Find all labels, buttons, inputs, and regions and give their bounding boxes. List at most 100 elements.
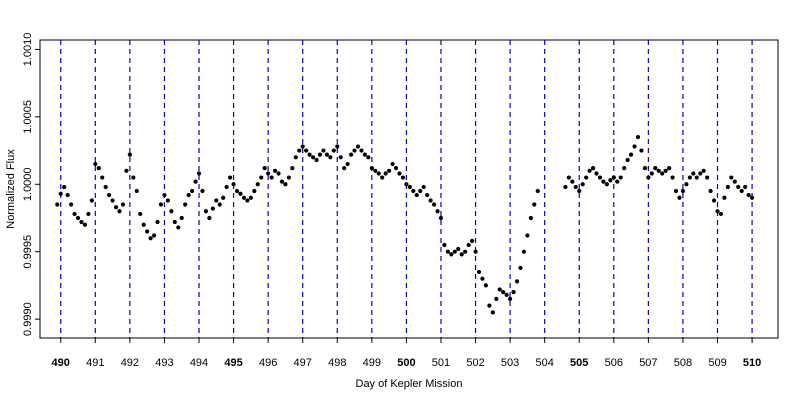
y-tick-label: 0.9995 xyxy=(22,235,34,269)
data-point xyxy=(72,211,77,217)
data-point xyxy=(494,296,499,301)
plot-frame xyxy=(39,39,779,339)
data-point xyxy=(442,242,447,248)
data-point xyxy=(148,236,153,241)
data-point xyxy=(677,195,682,200)
x-tick-label: 500 xyxy=(397,357,415,369)
data-point xyxy=(252,188,257,194)
data-point xyxy=(705,175,710,180)
data-point xyxy=(69,202,74,207)
data-point xyxy=(176,225,181,230)
data-point xyxy=(663,168,668,173)
data-point xyxy=(310,155,316,160)
data-point xyxy=(127,152,132,157)
data-point xyxy=(490,310,495,315)
data-point xyxy=(355,144,361,149)
data-point xyxy=(463,249,468,254)
data-point xyxy=(248,195,253,200)
data-point xyxy=(404,182,409,187)
data-point xyxy=(352,148,357,153)
data-point xyxy=(570,179,575,184)
data-point xyxy=(749,195,755,200)
x-tick-label: 491 xyxy=(86,357,104,369)
data-point xyxy=(580,182,585,187)
data-point xyxy=(635,134,641,140)
data-point xyxy=(241,195,247,200)
data-point xyxy=(297,148,302,153)
data-point xyxy=(283,182,288,187)
data-point xyxy=(521,249,527,254)
data-point xyxy=(480,276,485,281)
data-point xyxy=(746,192,751,198)
data-point xyxy=(438,215,444,221)
data-point xyxy=(138,211,143,217)
data-point xyxy=(359,148,364,153)
data-point xyxy=(293,155,298,160)
data-point xyxy=(58,191,63,196)
data-point xyxy=(62,184,67,190)
y-tick-label: 1.0005 xyxy=(22,100,34,134)
y-tick-label: 0.9990 xyxy=(22,302,34,336)
data-point xyxy=(155,219,160,225)
x-axis: 490 491 492 493 494 495 496 497 498 499 500 501 502 5… xyxy=(52,338,761,369)
data-point xyxy=(445,249,450,254)
data-point xyxy=(625,157,630,163)
data-point xyxy=(473,249,478,254)
data-point xyxy=(110,198,115,203)
data-point xyxy=(566,175,571,180)
data-point xyxy=(380,175,385,180)
data-point xyxy=(667,165,672,171)
x-tick-label: 490 xyxy=(52,357,70,369)
data-point xyxy=(400,175,406,180)
x-tick-label: 496 xyxy=(259,357,277,369)
data-point xyxy=(497,287,502,292)
x-tick-label: 499 xyxy=(363,357,381,369)
data-point xyxy=(172,219,177,225)
data-point xyxy=(577,188,582,194)
data-point xyxy=(431,202,437,207)
data-point xyxy=(103,184,108,190)
data-point xyxy=(165,198,170,203)
x-tick-label: 509 xyxy=(708,357,726,369)
data-point xyxy=(725,184,730,190)
data-point xyxy=(113,205,119,210)
data-point xyxy=(89,198,94,203)
x-tick-label: 504 xyxy=(535,357,553,369)
data-point xyxy=(590,165,596,171)
data-point xyxy=(266,171,271,176)
data-point xyxy=(393,165,399,171)
day-marker-lines xyxy=(60,40,753,338)
flux-points xyxy=(55,134,755,315)
x-tick-label: 495 xyxy=(224,357,242,369)
data-point xyxy=(134,188,139,194)
data-point xyxy=(169,209,174,214)
y-axis: 0.9990 0.9995 1.0000 1.0005 1.0010 xyxy=(22,33,40,336)
data-point xyxy=(279,179,285,184)
data-point xyxy=(628,152,634,157)
data-point xyxy=(100,175,105,180)
data-point xyxy=(342,165,347,171)
data-point xyxy=(670,175,675,180)
data-point xyxy=(55,202,60,207)
data-point xyxy=(196,171,202,176)
data-point xyxy=(736,184,741,190)
data-point xyxy=(483,283,489,288)
data-point xyxy=(321,148,326,153)
x-tick-label: 502 xyxy=(466,357,484,369)
data-point xyxy=(373,168,378,173)
x-tick-label: 494 xyxy=(190,357,208,369)
data-point xyxy=(328,155,333,160)
data-point xyxy=(203,209,209,214)
data-point xyxy=(362,152,368,157)
data-point xyxy=(649,171,654,176)
x-tick-label: 497 xyxy=(294,357,312,369)
x-tick-label: 510 xyxy=(743,357,761,369)
data-point xyxy=(701,168,706,173)
x-tick-label: 503 xyxy=(501,357,519,369)
data-point xyxy=(660,171,665,176)
data-point xyxy=(75,215,81,221)
data-point xyxy=(345,161,350,167)
data-point xyxy=(207,215,212,221)
data-point xyxy=(131,175,136,180)
